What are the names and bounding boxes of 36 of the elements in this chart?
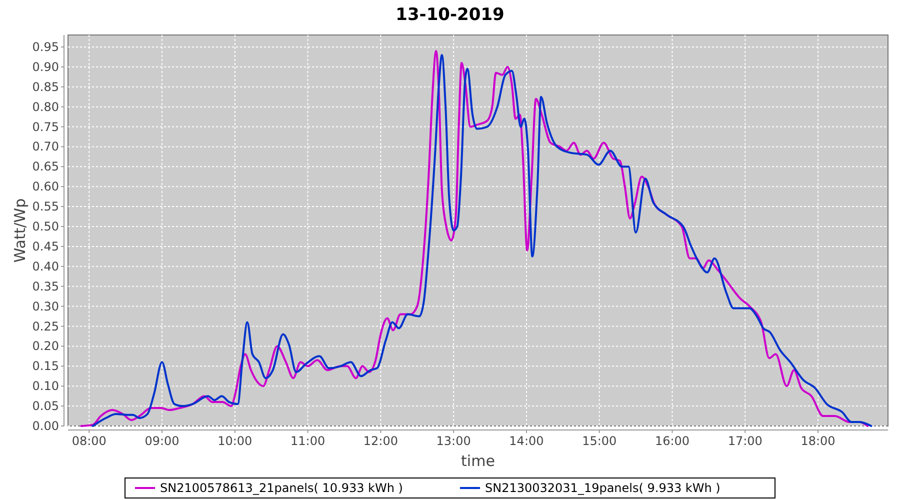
y-tick-label: 0.00 [32,419,59,433]
y-tick-label: 0.85 [32,80,59,94]
y-tick-label: 0.60 [32,180,59,194]
x-axis-title: time [461,452,495,470]
x-tick-label: 18:00 [800,434,836,448]
y-tick-label: 0.45 [32,239,59,254]
x-tick-label: 14:00 [509,434,544,448]
y-tick-label: 0.75 [32,120,59,134]
x-tick-label: 11:00 [290,434,326,448]
legend-label: SN2130032031_19panels( 9.933 kWh ) [485,481,720,495]
x-tick-label: 10:00 [218,434,252,448]
y-tick-label: 0.35 [32,279,59,294]
y-tick-label: 0.25 [32,319,59,334]
y-tick-label: 0.50 [32,220,59,234]
y-tick-label: 0.30 [32,299,59,314]
y-tick-label: 0.65 [32,160,59,174]
y-tick-label: 0.95 [32,40,59,54]
x-tick-label: 17:00 [728,434,762,448]
y-tick-label: 0.20 [32,339,59,354]
x-tick-label: 08:00 [72,434,106,448]
y-tick-label: 0.70 [32,140,59,154]
chart-title: 13-10-2019 [396,5,504,25]
y-tick-label: 0.40 [32,259,59,274]
y-tick-label: 0.90 [32,60,59,74]
y-tick-label: 0.05 [32,399,59,414]
x-tick-label: 13:00 [436,434,471,448]
legend-label: SN2100578613_21panels( 10.933 kWh ) [160,481,403,495]
x-tick-label: 16:00 [654,434,690,448]
x-tick-label: 09:00 [144,434,180,448]
y-tick-label: 0.15 [32,359,59,374]
y-tick-label: 0.55 [32,200,59,214]
y-tick-label: 0.80 [32,100,59,114]
y-axis-title: Watt/Wp [11,198,29,263]
y-tick-label: 0.10 [32,379,59,394]
x-tick-label: 15:00 [582,434,617,448]
x-tick-label: 12:00 [363,434,398,448]
